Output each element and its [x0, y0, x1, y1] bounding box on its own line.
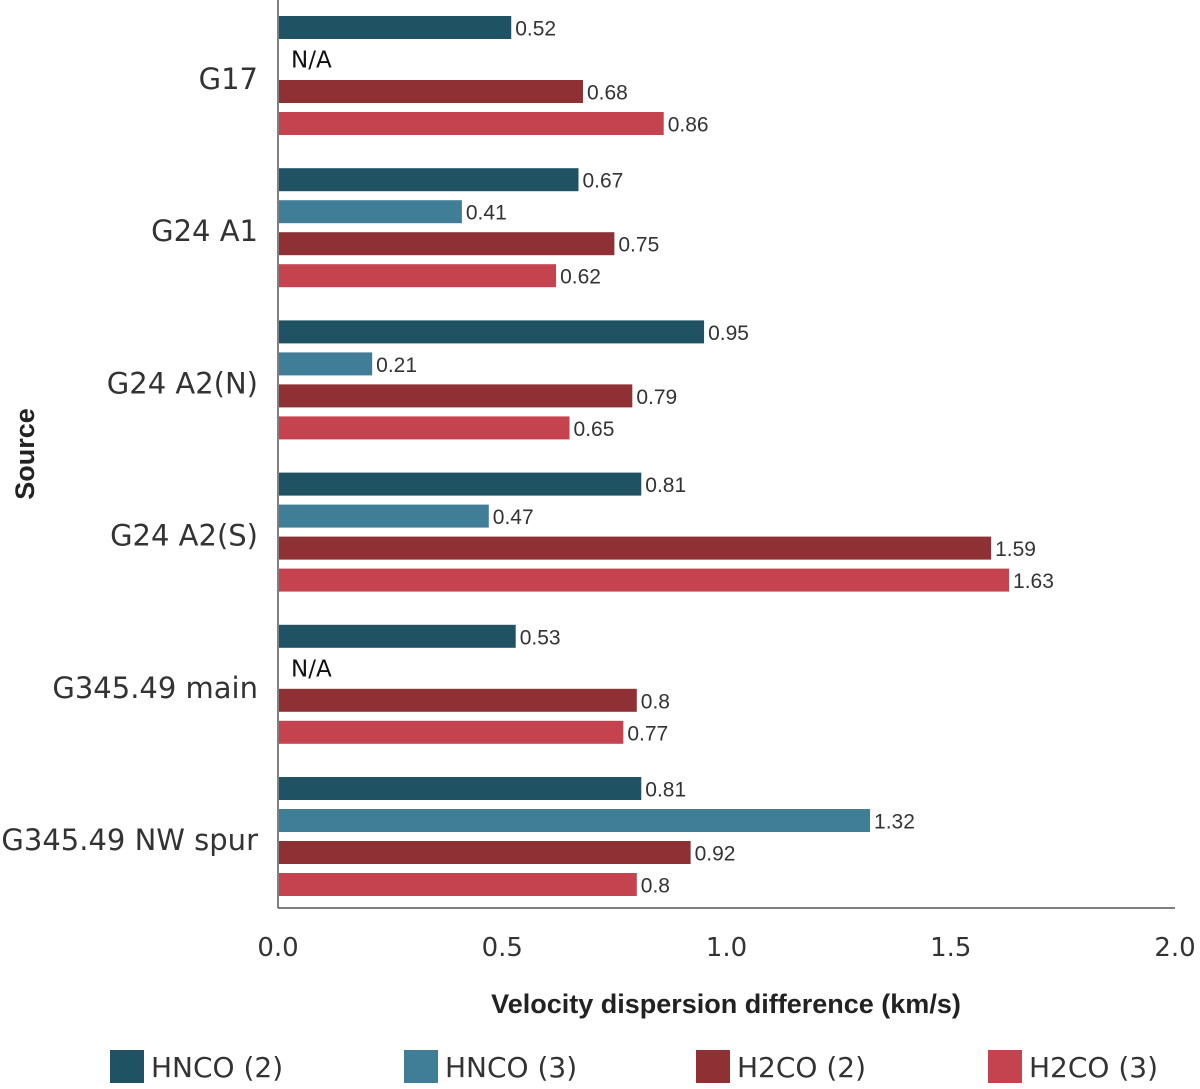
bar-g24-a2-n-s0 — [279, 320, 705, 344]
bar-g24-a2-n-s3 — [279, 416, 570, 440]
value-label-g24-a2-s-s1: 0.47 — [493, 506, 534, 529]
x-tick-label-4: 2.0 — [1154, 933, 1195, 963]
legend-swatch-3 — [988, 1050, 1022, 1083]
value-label-g345-49-main-s3: 0.77 — [627, 722, 668, 745]
x-tick-label-1: 0.5 — [482, 933, 523, 963]
value-label-g345-49-nw-spur-s3: 0.8 — [641, 875, 670, 898]
bar-g24-a1-s3 — [279, 264, 557, 288]
category-label-g24-a2-s: G24 A2(S) — [110, 519, 258, 553]
bar-g345-49-nw-spur-s2 — [279, 841, 691, 864]
category-label-g17: G17 — [199, 62, 258, 96]
value-label-g24-a2-n-s0: 0.95 — [708, 322, 749, 345]
x-tick-label-2: 1.0 — [706, 933, 747, 963]
value-label-g24-a1-s1: 0.41 — [466, 202, 507, 225]
bar-g24-a2-s-s2 — [279, 536, 992, 560]
bar-g17-s2 — [279, 80, 583, 103]
x-tick-label-3: 1.5 — [930, 933, 971, 963]
legend-label-1: HNCO (3) — [445, 1051, 577, 1084]
value-label-g24-a1-s3: 0.62 — [560, 266, 601, 289]
category-labels-group: G17 G24 A1 G24 A2(N) G24 A2(S) G345.49 main G… — [1, 62, 258, 857]
bar-g24-a2-n-s2 — [279, 384, 633, 408]
bar-g345-49-main-s0 — [279, 624, 516, 648]
bar-g24-a1-s2 — [279, 232, 615, 256]
legend-swatch-0 — [110, 1050, 144, 1083]
value-label-g24-a1-s2: 0.75 — [618, 234, 659, 257]
value-label-g345-49-nw-spur-s2: 0.92 — [695, 843, 736, 866]
bar-g345-49-main-s3 — [279, 720, 624, 744]
value-label-g24-a2-s-s3: 1.63 — [1013, 570, 1054, 593]
bar-g24-a2-n-s1 — [279, 352, 373, 376]
value-label-g345-49-nw-spur-s1: 1.32 — [874, 811, 915, 834]
bar-g24-a1-s0 — [279, 168, 579, 192]
bar-g24-a1-s1 — [279, 200, 462, 224]
value-label-g345-49-main-s0: 0.53 — [520, 626, 561, 649]
value-label-g24-a2-n-s1: 0.21 — [376, 354, 417, 377]
value-label-g24-a2-s-s2: 1.59 — [995, 538, 1036, 561]
na-label-g17-s1: N/A — [291, 48, 332, 74]
legend-label-2: H2CO (2) — [737, 1051, 866, 1084]
bars-group — [279, 16, 1010, 896]
bar-g345-49-nw-spur-s0 — [279, 777, 642, 800]
bar-g345-49-nw-spur-s1 — [279, 809, 871, 832]
x-tick-label-0: 0.0 — [257, 933, 298, 963]
bar-g24-a2-s-s1 — [279, 504, 489, 528]
category-label-g345-49-main: G345.49 main — [52, 671, 258, 705]
legend-label-3: H2CO (3) — [1029, 1051, 1158, 1084]
value-label-g17-s2: 0.68 — [587, 82, 628, 105]
category-label-g24-a2-n: G24 A2(N) — [107, 366, 258, 400]
value-label-g345-49-main-s2: 0.8 — [641, 690, 670, 713]
x-axis-title: Velocity dispersion difference (km/s) — [491, 989, 961, 1019]
bar-g24-a2-s-s3 — [279, 568, 1010, 592]
x-tick-labels-group: 0.0 0.5 1.0 1.5 2.0 — [257, 933, 1195, 963]
y-axis-title: Source — [10, 408, 40, 500]
legend: HNCO (2) HNCO (3) H2CO (2) H2CO (3) — [110, 1050, 1158, 1084]
category-label-g345-49-nw-spur: G345.49 NW spur — [1, 823, 258, 857]
bar-g24-a2-s-s0 — [279, 472, 642, 496]
value-label-g24-a2-n-s2: 0.79 — [636, 386, 677, 409]
category-label-g24-a1: G24 A1 — [151, 214, 258, 248]
value-label-g17-s3: 0.86 — [668, 114, 709, 137]
bar-g17-s3 — [279, 112, 664, 135]
na-label-g345-49-main-s1: N/A — [291, 656, 332, 682]
legend-swatch-1 — [404, 1050, 438, 1083]
bar-g17-s0 — [279, 16, 512, 39]
value-label-g24-a1-s0: 0.67 — [582, 170, 623, 193]
value-label-g24-a2-n-s3: 0.65 — [574, 418, 615, 441]
value-label-g345-49-nw-spur-s0: 0.81 — [645, 779, 686, 802]
value-labels-group: 0.52 N/A 0.68 0.86 0.67 0.41 0.75 0.62 0.95 0.21 0… — [291, 18, 1054, 898]
value-label-g17-s0: 0.52 — [515, 18, 556, 41]
legend-label-0: HNCO (2) — [151, 1051, 283, 1084]
value-label-g24-a2-s-s0: 0.81 — [645, 474, 686, 497]
bar-g345-49-nw-spur-s3 — [279, 873, 637, 896]
bar-g345-49-main-s2 — [279, 688, 637, 712]
legend-swatch-2 — [696, 1050, 730, 1083]
